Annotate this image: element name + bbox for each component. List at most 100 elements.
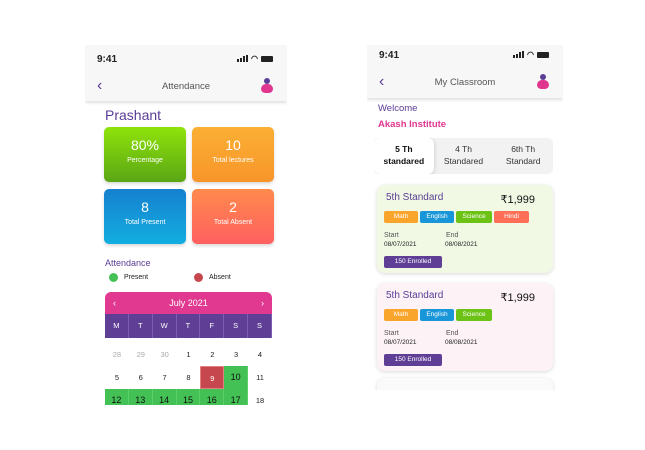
calendar-day[interactable]: 3 xyxy=(234,350,239,359)
end-label: End xyxy=(446,330,459,337)
enrolled-badge: 150 Enrolled xyxy=(384,354,442,366)
stat-card: 80% Percentage xyxy=(104,127,186,182)
class-price: ₹1,999 xyxy=(500,194,535,206)
weekday-label: T xyxy=(129,314,153,338)
wifi-icon: ◠ xyxy=(527,50,534,59)
status-time: 9:41 xyxy=(379,50,400,61)
tab-standard[interactable]: 6th Th Standard xyxy=(493,138,553,174)
class-name: 5th Standard xyxy=(386,290,444,301)
stat-label: Percentage xyxy=(127,157,163,164)
end-date: 08/08/2021 xyxy=(445,241,478,248)
calendar-day[interactable]: 8 xyxy=(186,373,191,382)
present-dot-icon xyxy=(109,273,118,282)
calendar-day[interactable]: 9 xyxy=(200,366,225,389)
start-label: Start xyxy=(384,232,399,239)
calendar-day[interactable]: 15 xyxy=(176,389,201,405)
calendar-day[interactable]: 10 xyxy=(224,366,249,389)
calendar-day[interactable]: 11 xyxy=(256,373,264,382)
header: ‹ Attendance xyxy=(85,71,287,101)
stat-card: 2 Total Absent xyxy=(192,189,274,244)
subject-chip: Hindi xyxy=(494,211,529,223)
weekday-label: W xyxy=(153,314,177,338)
battery-icon xyxy=(537,51,549,58)
back-icon[interactable]: ‹ xyxy=(97,77,103,94)
tab-line2: Standard xyxy=(505,156,541,166)
tab-line2: standared xyxy=(383,156,425,166)
subject-chip: Science xyxy=(456,211,492,223)
start-date: 08/07/2021 xyxy=(384,339,417,346)
start-label: Start xyxy=(384,330,399,337)
calendar-day[interactable]: 28 xyxy=(112,350,122,359)
legend-present: Present xyxy=(124,274,149,281)
calendar-day[interactable]: 29 xyxy=(136,350,145,359)
tab-standard[interactable]: 4 Th Standared xyxy=(434,138,494,174)
classroom-screen: 9:41 ◠ ‹ My Classroom Welcome Akash Inst… xyxy=(367,45,563,390)
prev-month-icon[interactable]: ‹ xyxy=(113,298,116,308)
page-title: My Classroom xyxy=(434,77,496,88)
calendar-day[interactable]: 7 xyxy=(162,373,167,382)
back-icon[interactable]: ‹ xyxy=(379,73,385,90)
start-date: 08/07/2021 xyxy=(384,241,417,248)
stat-card: 8 Total Present xyxy=(104,189,186,244)
signal-icon xyxy=(237,55,249,62)
legend-absent: Absent xyxy=(209,274,231,281)
profile-icon[interactable] xyxy=(261,78,273,94)
weekday-label: S xyxy=(248,314,272,338)
signal-icon xyxy=(513,51,525,58)
calendar-day[interactable]: 2 xyxy=(210,350,215,359)
class-card[interactable]: 5th Standard ₹1,999 Math English Science Hi… xyxy=(377,185,553,273)
battery-icon xyxy=(261,55,273,62)
subject-chip: English xyxy=(420,211,454,223)
weekday-label: T xyxy=(177,314,201,338)
stat-value: 2 xyxy=(229,199,237,215)
calendar-day[interactable]: 1 xyxy=(186,350,191,359)
next-month-icon[interactable]: › xyxy=(261,298,264,308)
subject-chip: Science xyxy=(456,309,492,321)
status-bar: 9:41 ◠ xyxy=(85,45,287,71)
calendar-month: July 2021 xyxy=(169,298,208,308)
subject-chip: English xyxy=(420,309,454,321)
stat-label: Total Present xyxy=(124,219,166,226)
stat-value: 8 xyxy=(141,199,149,215)
calendar-day[interactable]: 17 xyxy=(224,389,249,405)
tab-line1: 5 Th xyxy=(395,144,413,154)
stat-card: 10 Total lectures xyxy=(192,127,274,182)
class-card[interactable] xyxy=(377,378,553,390)
welcome-text: Welcome xyxy=(378,103,418,114)
calendar-day[interactable]: 14 xyxy=(152,389,177,405)
tab-standard[interactable]: 5 Th standared xyxy=(374,138,434,174)
calendar-day[interactable]: 13 xyxy=(128,389,153,405)
wifi-icon: ◠ xyxy=(251,54,258,63)
weekday-label: F xyxy=(200,314,225,338)
status-bar: 9:41 ◠ xyxy=(367,45,563,65)
stat-value: 10 xyxy=(225,137,241,153)
calendar-day[interactable]: 12 xyxy=(105,389,129,405)
subject-chip: Math xyxy=(384,211,418,223)
weekday-label: M xyxy=(105,314,129,338)
institute-name: Akash Institute xyxy=(378,119,447,130)
end-label: End xyxy=(446,232,459,239)
profile-icon[interactable] xyxy=(537,74,549,90)
end-date: 08/08/2021 xyxy=(445,339,478,346)
calendar-day[interactable]: 30 xyxy=(160,350,169,359)
page-title: Attendance xyxy=(161,81,211,92)
stat-value: 80% xyxy=(130,137,160,153)
subject-chip: Math xyxy=(384,309,418,321)
calendar-day[interactable]: 16 xyxy=(200,389,225,405)
enrolled-badge: 150 Enrolled xyxy=(384,256,442,268)
tab-line1: 6th Th xyxy=(511,144,536,154)
class-name: 5th Standard xyxy=(386,192,444,203)
stat-label: Total lectures xyxy=(212,157,254,164)
tab-line2: Standared xyxy=(443,156,484,166)
student-name: Prashant xyxy=(105,107,162,123)
calendar-day[interactable]: 5 xyxy=(114,373,119,382)
class-card[interactable]: 5th Standard ₹1,999 Math English Science S… xyxy=(377,283,553,371)
calendar-day[interactable]: 18 xyxy=(255,396,265,405)
weekday-label: S xyxy=(224,314,249,338)
attendance-screen: 9:41 ◠ ‹ Attendance Prashant 80% Percenta… xyxy=(85,45,287,405)
status-time: 9:41 xyxy=(97,54,118,65)
calendar-day[interactable]: 6 xyxy=(138,373,143,382)
class-price: ₹1,999 xyxy=(500,292,535,304)
standard-tabs: 5 Th standared 4 Th Standared 6th Th Standard xyxy=(374,138,553,174)
calendar-day[interactable]: 4 xyxy=(257,350,263,359)
